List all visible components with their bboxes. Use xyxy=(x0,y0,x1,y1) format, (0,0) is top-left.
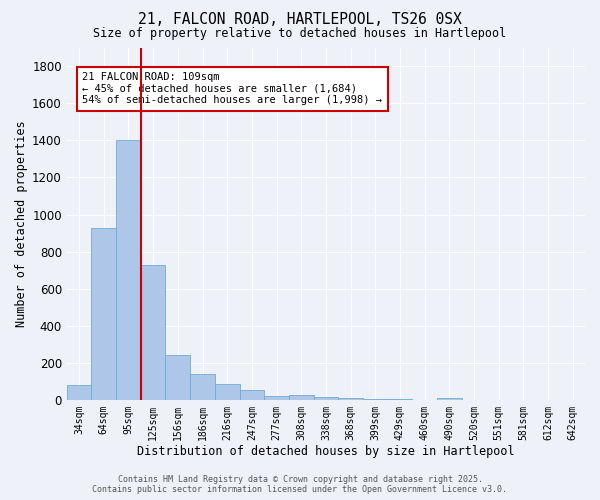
Bar xyxy=(363,398,388,400)
Bar xyxy=(314,398,338,400)
Bar xyxy=(166,354,190,400)
X-axis label: Distribution of detached houses by size in Hartlepool: Distribution of detached houses by size … xyxy=(137,444,515,458)
Text: Size of property relative to detached houses in Hartlepool: Size of property relative to detached ho… xyxy=(94,28,506,40)
Bar xyxy=(239,390,264,400)
Bar xyxy=(437,398,461,400)
Bar xyxy=(67,386,91,400)
Bar xyxy=(338,398,363,400)
Bar xyxy=(91,228,116,400)
Text: Contains HM Land Registry data © Crown copyright and database right 2025.
Contai: Contains HM Land Registry data © Crown c… xyxy=(92,474,508,494)
Text: 21 FALCON ROAD: 109sqm
← 45% of detached houses are smaller (1,684)
54% of semi-: 21 FALCON ROAD: 109sqm ← 45% of detached… xyxy=(82,72,382,106)
Bar xyxy=(215,384,239,400)
Bar xyxy=(190,374,215,400)
Bar xyxy=(289,394,314,400)
Y-axis label: Number of detached properties: Number of detached properties xyxy=(15,120,28,327)
Bar xyxy=(264,396,289,400)
Bar xyxy=(116,140,141,400)
Text: 21, FALCON ROAD, HARTLEPOOL, TS26 0SX: 21, FALCON ROAD, HARTLEPOOL, TS26 0SX xyxy=(138,12,462,28)
Bar xyxy=(141,264,166,400)
